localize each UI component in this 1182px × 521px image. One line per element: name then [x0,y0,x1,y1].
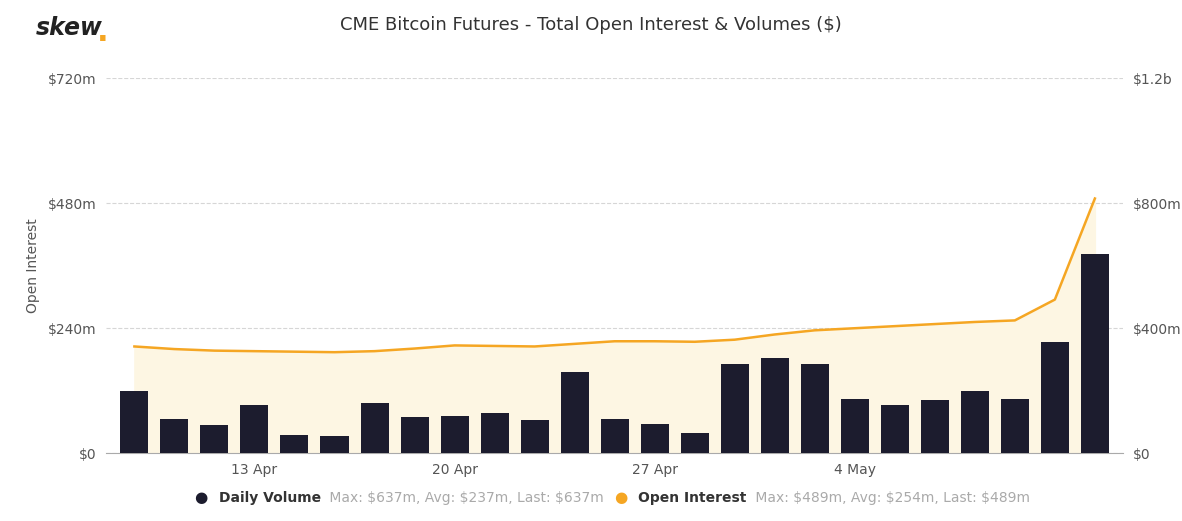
Bar [1041,342,1069,453]
Bar [441,416,468,453]
Bar [1001,399,1028,453]
Text: ●: ● [613,490,628,505]
Bar [481,413,508,453]
Bar [280,435,309,453]
Text: Open Interest: Open Interest [638,491,747,505]
Text: skew: skew [35,16,103,40]
Bar [560,372,589,453]
Bar [921,400,949,453]
Bar [800,364,829,453]
Text: .: . [97,18,109,47]
Bar [361,403,389,453]
Bar [1080,254,1109,453]
Bar [681,433,709,453]
Bar [121,391,149,453]
Bar [320,436,349,453]
Text: Daily Volume: Daily Volume [219,491,320,505]
Bar [520,420,548,453]
Bar [641,424,669,453]
Bar [761,358,788,453]
Bar [961,391,989,453]
Text: CME Bitcoin Futures - Total Open Interest & Volumes ($): CME Bitcoin Futures - Total Open Interes… [340,16,842,34]
Bar [840,399,869,453]
Text: Max: $637m, Avg: $237m, Last: $637m: Max: $637m, Avg: $237m, Last: $637m [325,491,604,505]
Bar [401,417,429,453]
Bar [881,405,909,453]
Text: Max: $489m, Avg: $254m, Last: $489m: Max: $489m, Avg: $254m, Last: $489m [751,491,1030,505]
Text: ●: ● [194,490,208,505]
Y-axis label: Open Interest: Open Interest [26,218,39,313]
Bar [240,405,268,453]
Bar [201,425,228,453]
Bar [721,364,748,453]
Bar [161,419,188,453]
Bar [600,419,629,453]
